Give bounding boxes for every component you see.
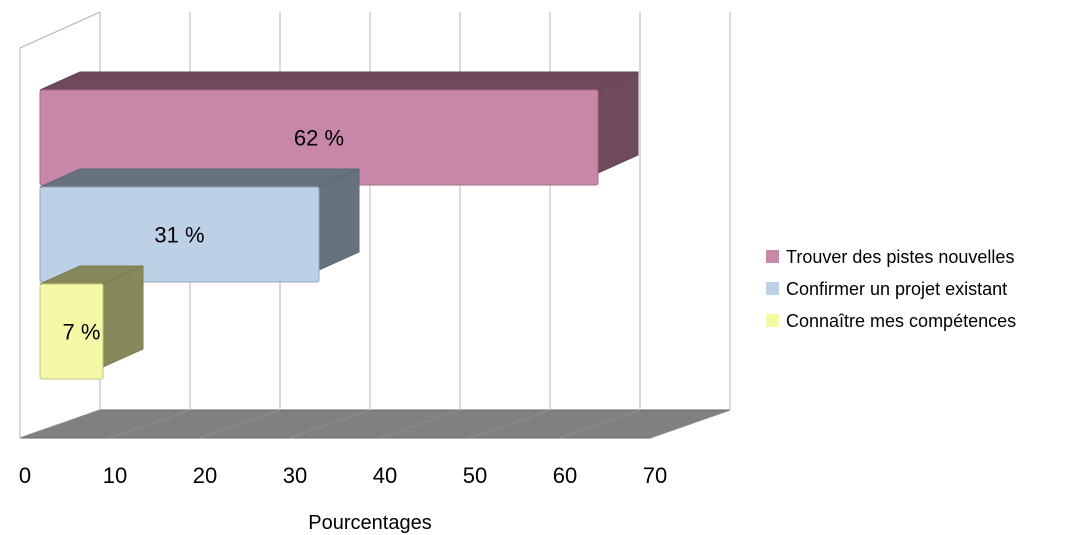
legend-item: Connaître mes compétences bbox=[766, 311, 1016, 331]
legend-label: Connaître mes compétences bbox=[786, 311, 1016, 331]
legend-item: Confirmer un projet existant bbox=[766, 279, 1007, 299]
bar-side-face bbox=[318, 168, 360, 271]
data-label: 31 % bbox=[154, 223, 204, 248]
x-tick-label: 70 bbox=[643, 463, 667, 488]
legend-swatch bbox=[766, 250, 779, 263]
legend-item: Trouver des pistes nouvelles bbox=[766, 247, 1014, 267]
floor-gridline bbox=[199, 409, 281, 439]
x-tick-label: 20 bbox=[193, 463, 217, 488]
bar-side-face bbox=[102, 265, 144, 368]
legend: Trouver des pistes nouvelles Confirmer un… bbox=[766, 247, 1016, 331]
legend-swatch bbox=[766, 314, 779, 327]
x-tick-label: 60 bbox=[553, 463, 577, 488]
floor-gridline bbox=[649, 409, 731, 439]
left-wall bbox=[19, 11, 101, 438]
x-tick-label: 30 bbox=[283, 463, 307, 488]
data-labels: 62 % 31 % 7 % bbox=[63, 126, 345, 345]
x-tick-label: 40 bbox=[373, 463, 397, 488]
x-axis-ticks: 0 10 20 30 40 50 60 70 bbox=[19, 463, 667, 488]
x-tick-label: 0 bbox=[19, 463, 31, 488]
bar-top-face bbox=[39, 168, 360, 188]
chart-floor bbox=[19, 409, 731, 439]
floor-gridline bbox=[559, 409, 641, 439]
floor-gridline bbox=[379, 409, 461, 439]
floor-gridline bbox=[289, 409, 371, 439]
bar-front-face bbox=[39, 283, 104, 380]
x-tick-label: 50 bbox=[463, 463, 487, 488]
floor-plane bbox=[19, 409, 731, 439]
legend-label: Trouver des pistes nouvelles bbox=[786, 247, 1014, 267]
legend-label: Confirmer un projet existant bbox=[786, 279, 1007, 299]
bar-side-face bbox=[597, 71, 639, 174]
bar-top-face bbox=[39, 71, 639, 91]
floor-gridline bbox=[109, 409, 191, 439]
floor-gridline bbox=[19, 409, 101, 439]
legend-swatch bbox=[766, 282, 779, 295]
data-label: 7 % bbox=[63, 320, 101, 345]
bar-3 bbox=[39, 265, 144, 380]
bars bbox=[39, 71, 639, 380]
x-tick-label: 10 bbox=[103, 463, 127, 488]
x-axis-title: Pourcentages bbox=[308, 512, 431, 534]
bar-1 bbox=[39, 71, 639, 186]
bar-2 bbox=[39, 168, 360, 283]
data-label: 62 % bbox=[294, 126, 344, 151]
bar-front-face bbox=[39, 186, 320, 283]
floor-gridline bbox=[469, 409, 551, 439]
